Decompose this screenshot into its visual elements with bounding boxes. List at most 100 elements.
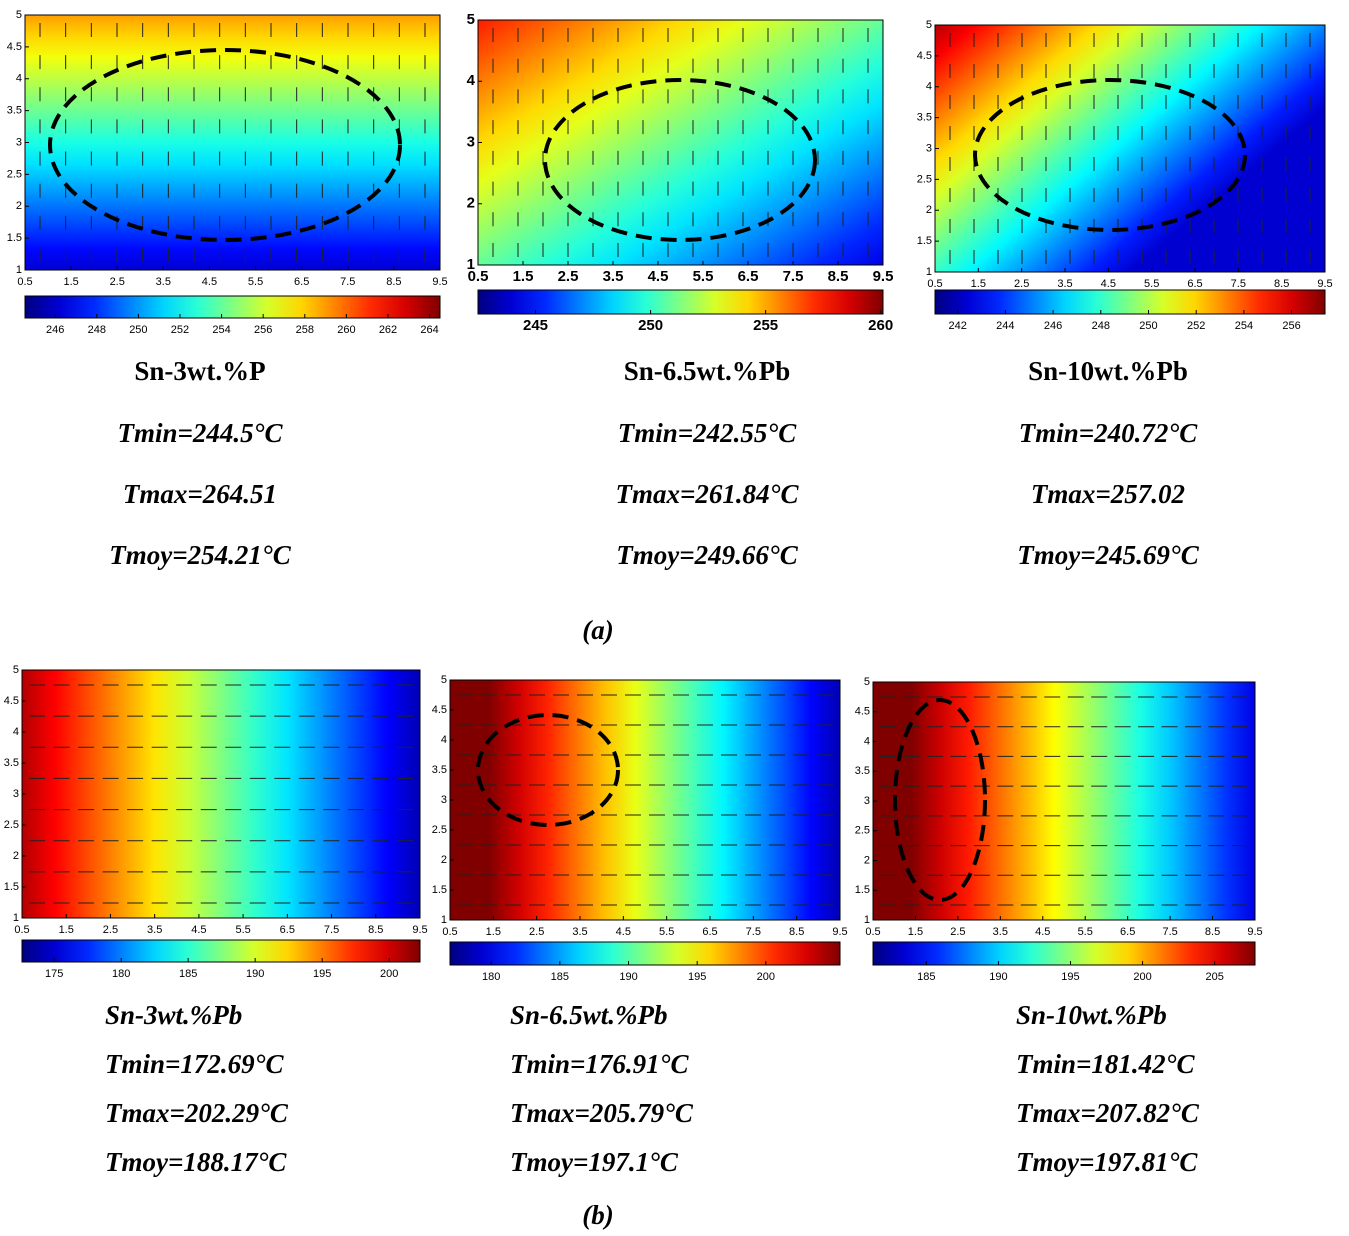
caption-title: Sn-6.5wt.%Pb bbox=[510, 1000, 668, 1030]
y-tick-label: 2 bbox=[16, 200, 22, 212]
y-tick-label: 5 bbox=[864, 676, 870, 688]
colorbar-tick-label: 200 bbox=[1133, 971, 1151, 983]
y-tick-label: 5 bbox=[13, 664, 19, 676]
colorbar-tick-label: 246 bbox=[1044, 320, 1062, 332]
colorbar-tick-label: 256 bbox=[254, 324, 272, 336]
flow-loop bbox=[476, 713, 620, 827]
caption-tmoy: Tmoy=197.1°C bbox=[510, 1147, 679, 1177]
colorbar-tick-label: 250 bbox=[638, 317, 663, 334]
y-tick-label: 2.5 bbox=[917, 173, 932, 185]
y-tick-label: 3.5 bbox=[917, 112, 932, 124]
y-tick-label: 2 bbox=[13, 850, 19, 862]
x-tick-label: 3.5 bbox=[572, 926, 587, 938]
x-tick-label: 6.5 bbox=[738, 268, 759, 285]
y-tick-label: 2 bbox=[441, 854, 447, 866]
colorbar bbox=[24, 295, 441, 319]
colorbar-tick-label: 260 bbox=[337, 324, 355, 336]
colorbar-tick-label: 185 bbox=[179, 968, 197, 980]
colorbar bbox=[477, 289, 884, 315]
colorbar bbox=[21, 939, 421, 963]
y-tick-label: 3.5 bbox=[4, 757, 19, 769]
colorbar-tick-label: 250 bbox=[1139, 320, 1157, 332]
y-tick-label: 1 bbox=[926, 266, 932, 278]
colorbar-tick-label: 185 bbox=[551, 971, 569, 983]
y-tick-label: 5 bbox=[467, 11, 475, 28]
x-tick-label: 5.5 bbox=[693, 268, 714, 285]
colorbar-tick-label: 252 bbox=[171, 324, 189, 336]
y-tick-label: 4.5 bbox=[855, 706, 870, 718]
x-tick-label: 9.5 bbox=[432, 276, 447, 288]
x-tick-label: 4.5 bbox=[648, 268, 669, 285]
x-tick-label: 7.5 bbox=[746, 926, 761, 938]
colorbar-tick-label: 200 bbox=[380, 968, 398, 980]
x-tick-label: 2.5 bbox=[529, 926, 544, 938]
caption-tmax: Tmax=261.84°C bbox=[616, 479, 800, 509]
y-tick-label: 2.5 bbox=[4, 819, 19, 831]
x-tick-label: 0.5 bbox=[865, 926, 880, 938]
x-tick-label: 7.5 bbox=[340, 276, 355, 288]
y-tick-label: 1 bbox=[16, 264, 22, 276]
x-tick-label: 3.5 bbox=[1057, 278, 1072, 290]
x-tick-label: 2.5 bbox=[558, 268, 579, 285]
colorbar-tick-label: 255 bbox=[753, 317, 778, 334]
caption-tmin: Tmin=242.55°C bbox=[618, 418, 797, 448]
y-tick-label: 4 bbox=[926, 81, 932, 93]
colorbar-tick-label: 250 bbox=[129, 324, 147, 336]
x-tick-label: 8.5 bbox=[1274, 278, 1289, 290]
colorbar-tick-label: 256 bbox=[1282, 320, 1300, 332]
temperature-field bbox=[477, 19, 884, 266]
caption-tmin: Tmin=176.91°C bbox=[510, 1049, 689, 1079]
y-tick-label: 3 bbox=[441, 794, 447, 806]
caption-title: Sn-3wt.%Pb bbox=[105, 1000, 242, 1030]
x-tick-label: 5.5 bbox=[659, 926, 674, 938]
colorbar-tick-label: 195 bbox=[688, 971, 706, 983]
caption-tmax: Tmax=207.82°C bbox=[1016, 1098, 1200, 1128]
flow-loop bbox=[973, 78, 1247, 232]
y-tick-label: 4 bbox=[441, 734, 447, 746]
x-tick-label: 2.5 bbox=[950, 926, 965, 938]
y-tick-label: 2 bbox=[864, 854, 870, 866]
x-tick-label: 1.5 bbox=[971, 278, 986, 290]
flow-loop bbox=[893, 698, 987, 902]
x-tick-label: 1.5 bbox=[59, 924, 74, 936]
y-tick-label: 4 bbox=[13, 726, 19, 738]
x-tick-label: 9.5 bbox=[873, 268, 894, 285]
y-tick-label: 1.5 bbox=[855, 884, 870, 896]
x-tick-label: 8.5 bbox=[828, 268, 849, 285]
colorbar-tick-label: 262 bbox=[379, 324, 397, 336]
x-tick-label: 9.5 bbox=[1317, 278, 1332, 290]
y-tick-label: 2.5 bbox=[432, 824, 447, 836]
y-tick-label: 1 bbox=[13, 912, 19, 924]
x-tick-label: 4.5 bbox=[616, 926, 631, 938]
x-tick-label: 3.5 bbox=[156, 276, 171, 288]
x-tick-label: 5.5 bbox=[235, 924, 250, 936]
y-tick-label: 4 bbox=[467, 72, 476, 89]
x-tick-label: 6.5 bbox=[1120, 926, 1135, 938]
x-tick-label: 4.5 bbox=[1101, 278, 1116, 290]
colorbar-tick-label: 175 bbox=[45, 968, 63, 980]
x-tick-label: 3.5 bbox=[993, 926, 1008, 938]
caption-tmax: Tmax=205.79°C bbox=[510, 1098, 694, 1128]
flow-loop bbox=[543, 78, 817, 242]
y-tick-label: 3 bbox=[16, 136, 22, 148]
caption-tmax: Tmax=264.51 bbox=[123, 479, 277, 509]
x-tick-label: 6.5 bbox=[294, 276, 309, 288]
x-tick-label: 5.5 bbox=[248, 276, 263, 288]
colorbar-tick-label: 195 bbox=[313, 968, 331, 980]
y-tick-label: 5 bbox=[441, 674, 447, 686]
caption-tmoy: Tmoy=197.81°C bbox=[1016, 1147, 1198, 1177]
x-tick-label: 7.5 bbox=[1231, 278, 1246, 290]
x-tick-label: 7.5 bbox=[783, 268, 804, 285]
colorbar-tick-label: 258 bbox=[296, 324, 314, 336]
colorbar-tick-label: 260 bbox=[868, 317, 893, 334]
y-tick-label: 1.5 bbox=[432, 884, 447, 896]
x-tick-label: 4.5 bbox=[1035, 926, 1050, 938]
caption-tmin: Tmin=181.42°C bbox=[1016, 1049, 1195, 1079]
caption-tmax: Tmax=202.29°C bbox=[105, 1098, 289, 1128]
y-tick-label: 3.5 bbox=[7, 105, 22, 117]
x-tick-label: 2.5 bbox=[103, 924, 118, 936]
y-tick-label: 1.5 bbox=[917, 235, 932, 247]
caption-tmoy: Tmoy=249.66°C bbox=[616, 540, 798, 570]
y-tick-label: 2 bbox=[467, 195, 475, 212]
